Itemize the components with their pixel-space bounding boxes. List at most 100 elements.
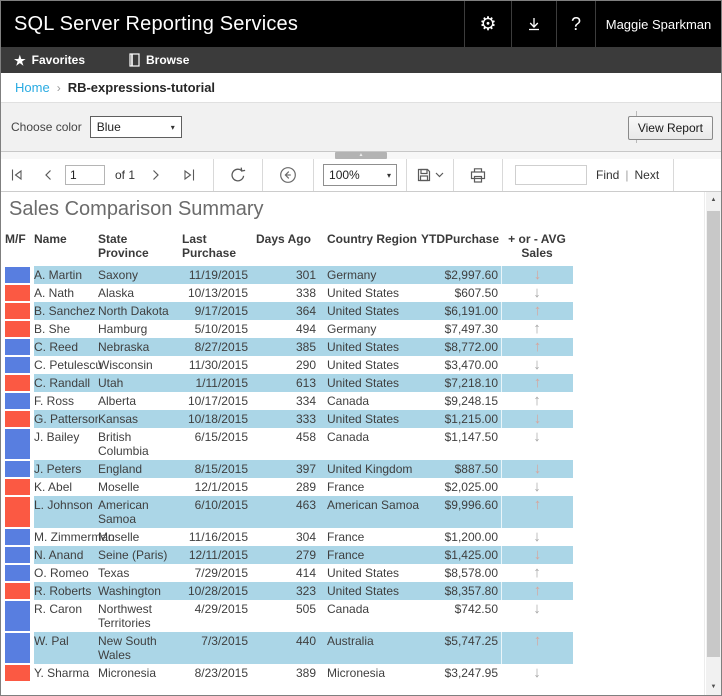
trend-arrow-icon: ↓ (501, 460, 573, 478)
state-cell: Micronesia (98, 666, 157, 680)
download-button[interactable] (511, 1, 556, 47)
toolbar-separator (213, 159, 215, 191)
report-title: Sales Comparison Summary (9, 198, 264, 220)
gender-color-swatch (5, 529, 30, 545)
state-cell: Saxony (98, 266, 170, 284)
save-icon (417, 168, 431, 182)
days-ago-cell: 301 (251, 266, 319, 284)
settings-button[interactable]: ⚙ (464, 1, 511, 47)
ytd-purchase-cell: $7,497.30 (444, 322, 498, 336)
country-cell: United States (327, 286, 400, 300)
export-button[interactable] (407, 167, 453, 183)
last-purchase-cell: 12/1/2015 (194, 480, 248, 494)
col-header-state: State Province (98, 232, 149, 260)
table-row: B. Sanchez North Dakota 9/17/2015 364 Un… (5, 302, 573, 320)
last-purchase-cell: 10/18/2015 (170, 410, 251, 428)
table-row: C. Randall Utah 1/11/2015 613 United Sta… (5, 374, 573, 392)
country-cell: United States (319, 338, 421, 356)
table-row: R. Roberts Washington 10/28/2015 323 Uni… (5, 582, 573, 600)
gender-color-swatch (5, 303, 30, 319)
refresh-button[interactable] (214, 166, 262, 184)
last-purchase-cell: 8/27/2015 (170, 338, 251, 356)
table-row: F. Ross Alberta 10/17/2015 334 Canada $9… (5, 392, 573, 410)
last-purchase-cell: 12/11/2015 (170, 546, 251, 564)
nav-bar: ★ Favorites Browse (1, 47, 721, 73)
user-name: Maggie Sparkman (605, 16, 712, 32)
state-cell: American Samoa (98, 496, 170, 528)
splitter-bar: ▲ (1, 152, 721, 159)
page-number-input[interactable] (65, 165, 105, 185)
state-cell: British Columbia (98, 430, 149, 458)
find-button[interactable]: Find (596, 168, 620, 182)
state-cell: North Dakota (98, 302, 170, 320)
breadcrumb-home-link[interactable]: Home (15, 80, 50, 95)
toolbar-separator (502, 159, 504, 191)
report-body: Sales Comparison Summary M/F Name State … (1, 192, 705, 695)
scrollbar-thumb[interactable] (707, 211, 720, 657)
help-button[interactable]: ? (556, 1, 595, 47)
table-row: M. Zimmerman Moselle 11/16/2015 304 Fran… (5, 528, 573, 546)
col-header-last-purchase: Last Purchase (182, 232, 237, 260)
table-header-row: M/F Name State Province Last Purchase Da… (5, 230, 573, 262)
splitter-handle[interactable]: ▲ (335, 152, 387, 159)
col-header-mf: M/F (5, 232, 26, 246)
trend-arrow-icon: ↑ (501, 496, 573, 528)
country-cell: France (319, 546, 421, 564)
gender-color-swatch (5, 547, 30, 563)
find-next-button[interactable]: Next (634, 168, 660, 182)
trend-arrow-icon: ↑ (501, 374, 573, 392)
scroll-down-button[interactable]: ▼ (706, 679, 721, 695)
days-ago-cell: 304 (295, 530, 316, 544)
country-cell: United States (319, 582, 421, 600)
page-count-label: of 1 (115, 168, 136, 182)
gender-cell (5, 528, 34, 546)
splitter-arrow-icon: ▲ (358, 152, 364, 158)
gender-cell (5, 320, 34, 338)
name-cell: R. Caron (34, 602, 83, 616)
gender-cell (5, 410, 34, 428)
last-purchase-cell: 4/29/2015 (194, 602, 248, 616)
previous-page-button[interactable] (33, 168, 63, 182)
view-report-button[interactable]: View Report (627, 116, 713, 140)
choose-color-select[interactable]: Blue ▾ (89, 116, 182, 138)
state-cell: Hamburg (98, 322, 148, 336)
name-cell: F. Ross (34, 394, 75, 408)
gender-cell (5, 632, 34, 664)
last-purchase-cell: 11/16/2015 (188, 530, 248, 544)
nav-favorites[interactable]: ★ Favorites (14, 53, 85, 67)
last-page-button[interactable] (173, 168, 205, 182)
gender-color-swatch (5, 665, 30, 681)
gender-cell (5, 302, 34, 320)
state-cell: Kansas (98, 410, 170, 428)
name-cell: L. Johnson (34, 496, 98, 528)
first-page-button[interactable] (1, 168, 31, 182)
scroll-up-icon: ▲ (710, 197, 717, 203)
trend-arrow-icon: ↑ (501, 302, 573, 320)
breadcrumb-current: RB-expressions-tutorial (67, 80, 216, 95)
days-ago-cell: 364 (251, 302, 319, 320)
favorites-label: Favorites (31, 53, 86, 67)
country-cell: United Kingdom (319, 460, 421, 478)
last-purchase-cell: 10/28/2015 (170, 582, 251, 600)
ytd-purchase-cell: $7,218.10 (421, 374, 501, 392)
toolbar-separator (262, 159, 264, 191)
scroll-up-button[interactable]: ▲ (706, 192, 721, 208)
trend-arrow-icon: ↑ (501, 632, 573, 664)
name-cell: C. Reed (34, 338, 98, 356)
back-to-parent-button[interactable] (263, 166, 313, 184)
print-button[interactable] (454, 167, 502, 184)
zoom-select[interactable]: 100% ▾ (323, 164, 398, 186)
ytd-purchase-cell: $2,025.00 (444, 480, 498, 494)
ytd-purchase-cell: $8,772.00 (421, 338, 501, 356)
chevron-down-icon: ▾ (170, 122, 175, 132)
user-menu[interactable]: Maggie Sparkman (595, 1, 721, 47)
next-page-button[interactable] (141, 168, 171, 182)
nav-browse[interactable]: Browse (129, 53, 189, 67)
ytd-purchase-cell: $8,357.80 (421, 582, 501, 600)
toolbar-separator (673, 159, 675, 191)
find-input[interactable] (515, 165, 588, 185)
country-cell: Germany (319, 266, 421, 284)
gear-icon: ⚙ (479, 13, 497, 35)
ytd-purchase-cell: $3,247.95 (444, 666, 498, 680)
ytd-purchase-cell: $9,996.60 (421, 496, 501, 528)
